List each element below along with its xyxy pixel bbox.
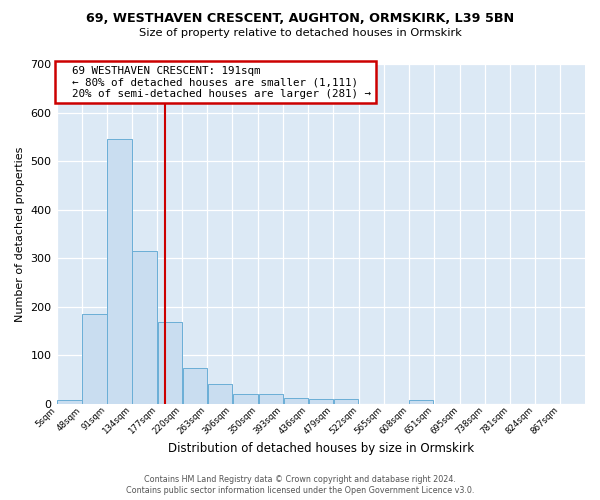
Y-axis label: Number of detached properties: Number of detached properties	[15, 146, 25, 322]
Bar	[309, 399, 333, 404]
Bar	[158, 322, 182, 404]
Bar	[284, 398, 308, 404]
Text: Contains public sector information licensed under the Open Government Licence v3: Contains public sector information licen…	[126, 486, 474, 495]
Bar	[133, 251, 157, 404]
Text: Contains HM Land Registry data © Crown copyright and database right 2024.: Contains HM Land Registry data © Crown c…	[144, 475, 456, 484]
X-axis label: Distribution of detached houses by size in Ormskirk: Distribution of detached houses by size …	[168, 442, 474, 455]
Bar	[208, 384, 232, 404]
Bar	[409, 400, 433, 404]
Bar	[259, 394, 283, 404]
Text: 69 WESTHAVEN CRESCENT: 191sqm
  ← 80% of detached houses are smaller (1,111)
  2: 69 WESTHAVEN CRESCENT: 191sqm ← 80% of d…	[59, 66, 371, 99]
Bar	[82, 314, 107, 404]
Bar	[334, 399, 358, 404]
Bar	[57, 400, 82, 404]
Text: Size of property relative to detached houses in Ormskirk: Size of property relative to detached ho…	[139, 28, 461, 38]
Text: 69, WESTHAVEN CRESCENT, AUGHTON, ORMSKIRK, L39 5BN: 69, WESTHAVEN CRESCENT, AUGHTON, ORMSKIR…	[86, 12, 514, 26]
Bar	[107, 140, 132, 404]
Bar	[233, 394, 258, 404]
Bar	[182, 368, 207, 404]
